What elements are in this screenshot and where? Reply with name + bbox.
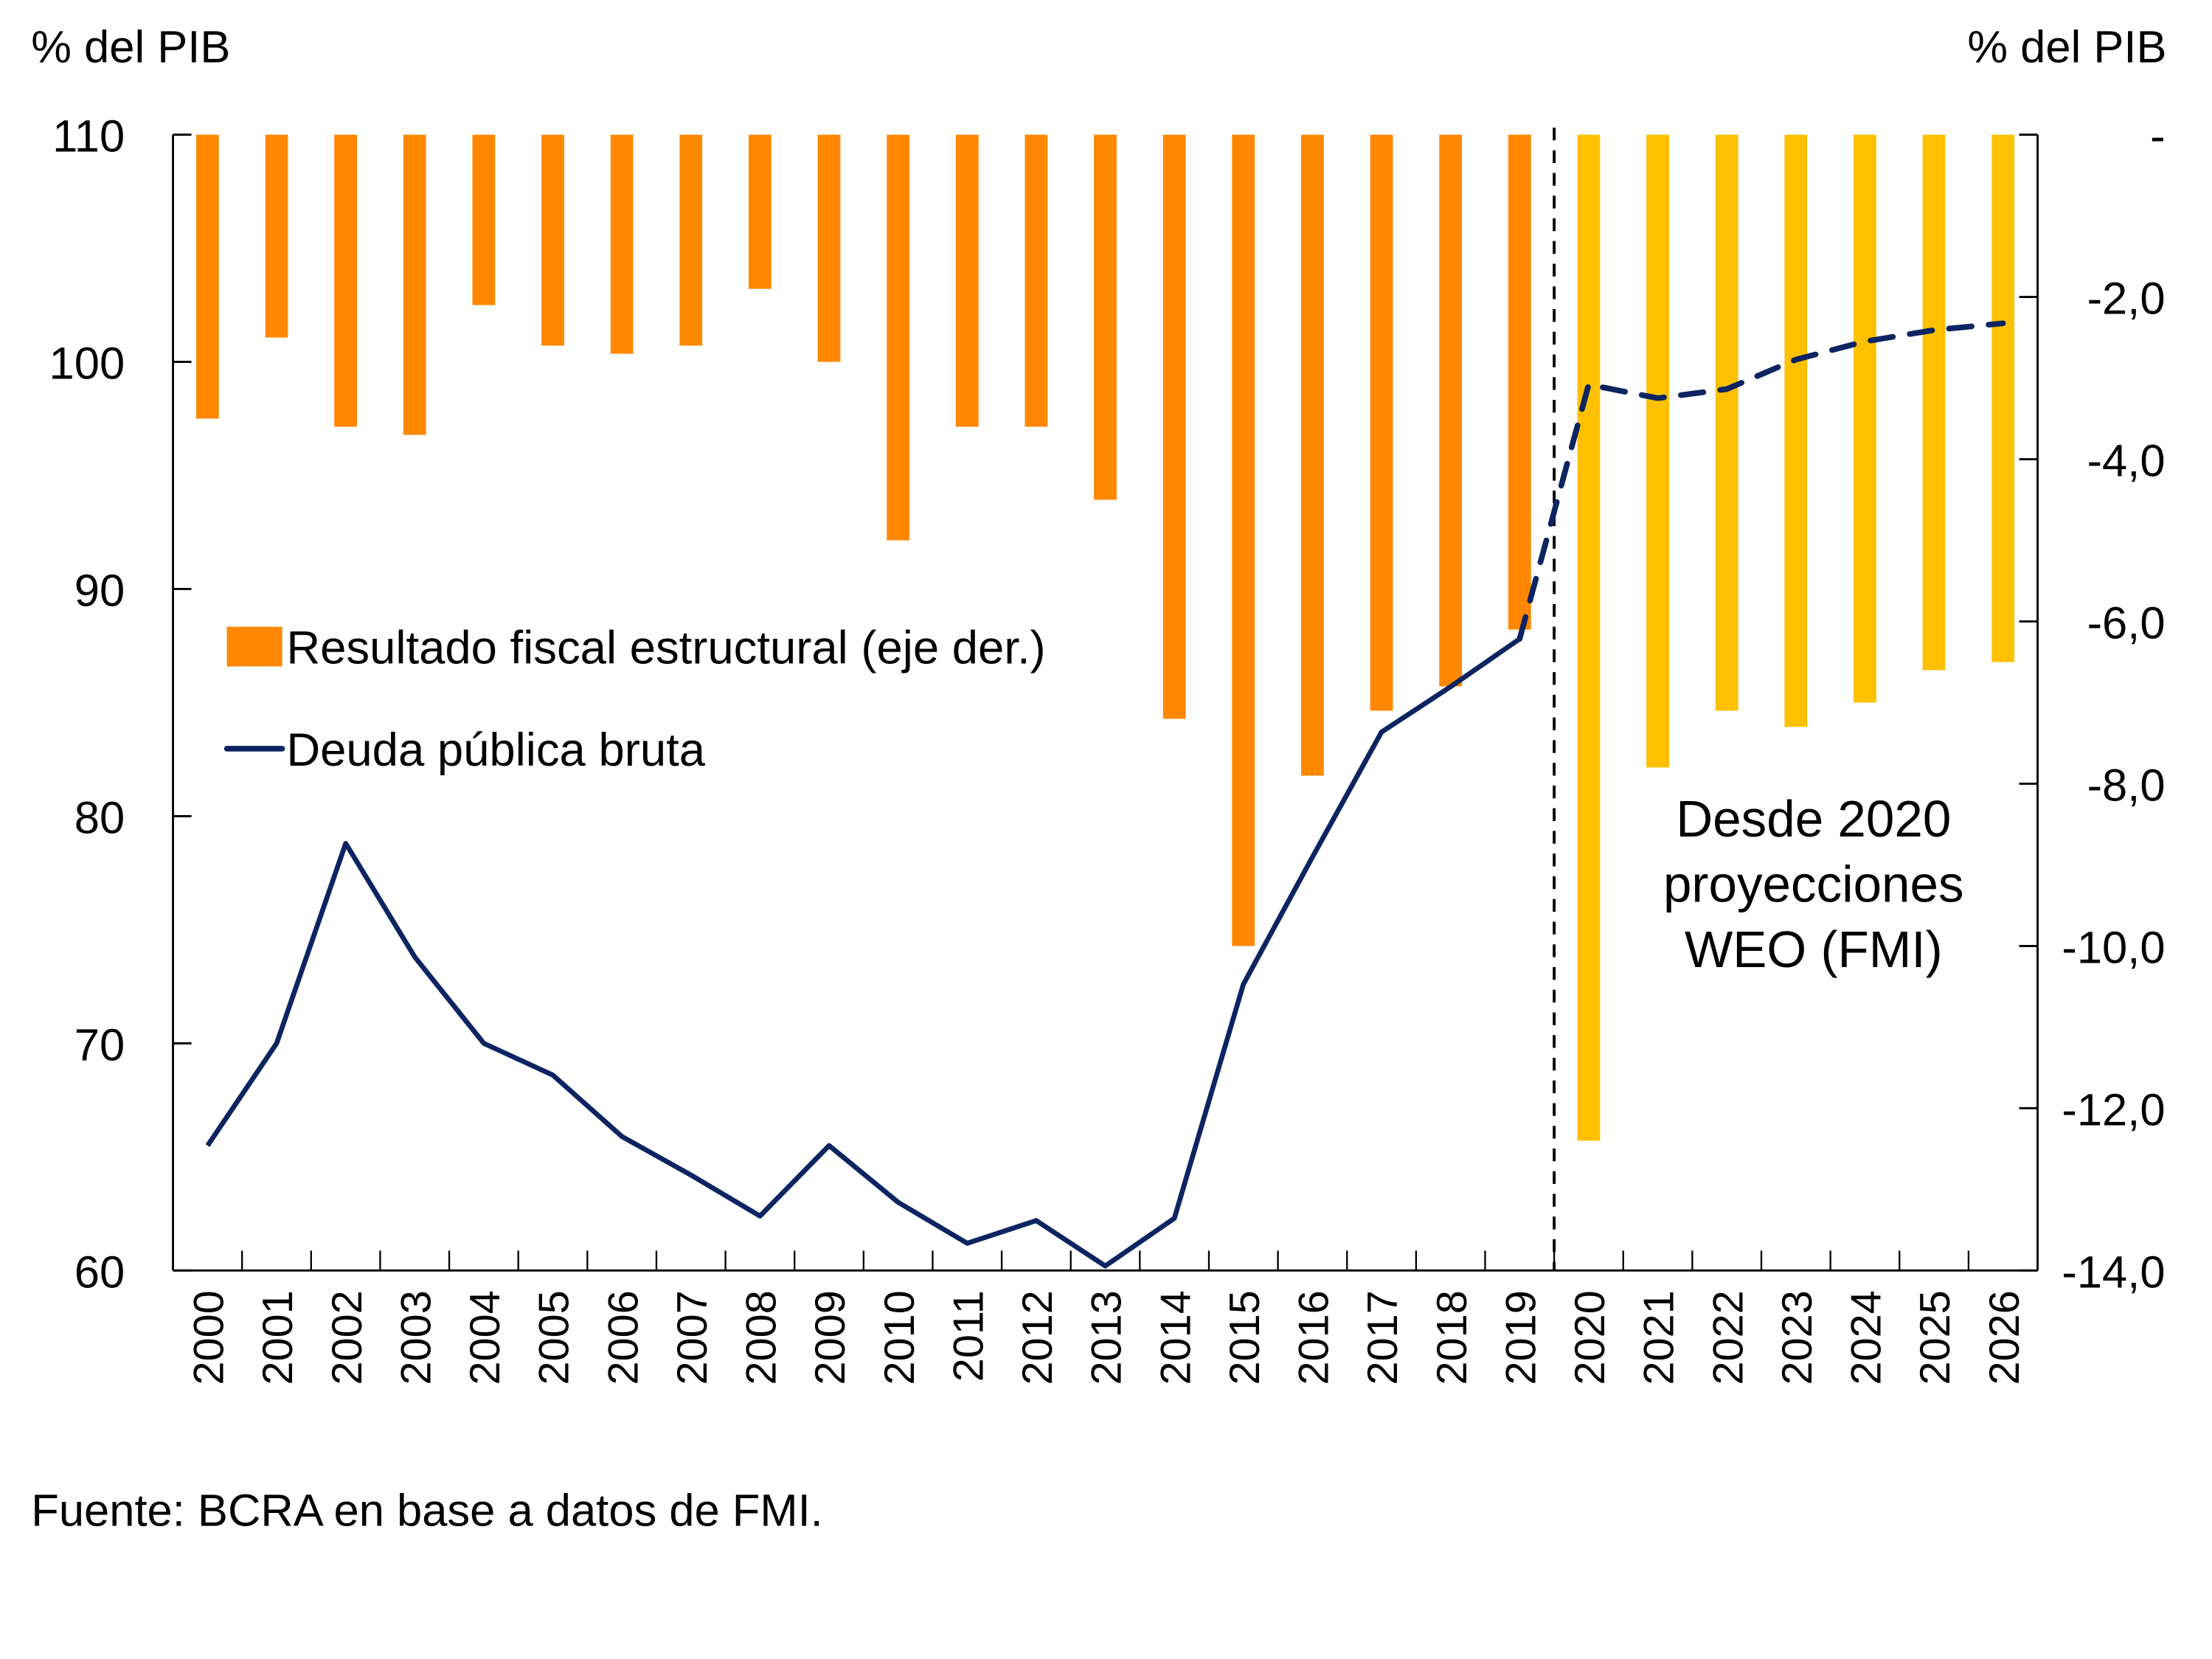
bar-2000 [195, 134, 219, 419]
left-tick-label: 90 [74, 566, 125, 617]
x-tick-label-2013: 2013 [1084, 1290, 1131, 1385]
bar-2015 [1232, 134, 1255, 946]
bar-2003 [403, 134, 426, 435]
bar-2011 [955, 134, 979, 427]
right-axis-unit: % del PIB [1967, 22, 2166, 73]
x-tick-label-2024: 2024 [1843, 1290, 1890, 1385]
x-tick-label-2014: 2014 [1152, 1290, 1199, 1385]
x-tick-label-2000: 2000 [185, 1290, 232, 1385]
right-tick-label: -4,0 [2087, 436, 2166, 487]
bar-2007 [679, 134, 703, 346]
right-tick-label: - [2150, 111, 2165, 162]
x-tick-label-2022: 2022 [1705, 1290, 1752, 1385]
x-tick-label-2021: 2021 [1636, 1290, 1683, 1385]
x-tick-label-2003: 2003 [392, 1290, 440, 1385]
right-tick-label: -10,0 [2062, 922, 2165, 973]
bar-2018 [1439, 134, 1463, 687]
x-tick-label-2018: 2018 [1429, 1290, 1476, 1385]
bar-2017 [1370, 134, 1393, 711]
bar-2001 [265, 134, 288, 338]
right-tick-label: -2,0 [2087, 274, 2166, 325]
bar-2016 [1301, 134, 1324, 776]
x-tick-label-2017: 2017 [1359, 1290, 1407, 1385]
x-tick-label-2012: 2012 [1014, 1290, 1061, 1385]
bar-series [195, 134, 2015, 1141]
bar-2009 [817, 134, 841, 362]
bar-2004 [472, 134, 496, 305]
bar-2021 [1646, 134, 1669, 768]
bar-2020 [1577, 134, 1601, 1141]
bar-2002 [334, 134, 357, 427]
x-tick-label-2025: 2025 [1912, 1290, 1959, 1385]
legend: Resultado fiscal estructural (eje der.) … [223, 623, 1046, 776]
bar-2005 [541, 134, 564, 346]
left-tick-label: 70 [74, 1019, 125, 1070]
left-tick-label: 110 [52, 111, 125, 162]
x-tick-label-2005: 2005 [531, 1290, 578, 1385]
legend-label-line: Deuda pública bruta [286, 724, 705, 776]
x-tick-label-2011: 2011 [945, 1290, 992, 1382]
left-tick-label: 80 [74, 793, 125, 844]
bar-2013 [1094, 134, 1117, 500]
source-note: Fuente: BCRA en base a datos de FMI. [31, 1485, 822, 1536]
bar-2008 [749, 134, 772, 289]
x-tick-label-2015: 2015 [1221, 1290, 1269, 1385]
left-tick-label: 60 [74, 1247, 125, 1298]
bar-2019 [1508, 134, 1531, 630]
bar-2022 [1715, 134, 1738, 711]
x-tick-label-2001: 2001 [254, 1290, 302, 1385]
x-tick-label-2019: 2019 [1497, 1290, 1544, 1385]
x-tick-label-2006: 2006 [600, 1290, 647, 1385]
bar-2024 [1854, 134, 1876, 703]
legend-label-bar: Resultado fiscal estructural (eje der.) [286, 623, 1045, 674]
bar-2025 [1922, 134, 1946, 671]
projection-annotation-line-2: proyecciones [1663, 856, 1964, 913]
right-tick-label: -12,0 [2062, 1084, 2165, 1135]
x-tick-label-2007: 2007 [669, 1290, 716, 1385]
right-tick-label: -14,0 [2062, 1247, 2165, 1298]
bar-2006 [610, 134, 634, 354]
x-tick-label-2016: 2016 [1291, 1290, 1338, 1385]
bar-2012 [1024, 134, 1048, 427]
bar-2023 [1784, 134, 1808, 727]
line-series [205, 320, 2006, 1269]
x-tick-label-2026: 2026 [1981, 1290, 2028, 1385]
projection-annotation-line-3: WEO (FMI) [1685, 921, 1943, 978]
x-tick-label-2002: 2002 [324, 1290, 371, 1385]
right-tick-label: -8,0 [2087, 761, 2166, 811]
x-tick-label-2020: 2020 [1567, 1290, 1614, 1385]
bar-2010 [887, 134, 910, 541]
bar-2026 [1991, 134, 2015, 662]
axes: 110 100 90 80 70 60 - -2,0 -4,0 -6,0 -8,0 -10,0 -12,… [49, 111, 2166, 1385]
x-tick-label-2023: 2023 [1774, 1290, 1821, 1385]
x-tick-label-2010: 2010 [876, 1290, 923, 1385]
bar-2014 [1162, 134, 1186, 719]
debt-line-historical [205, 637, 1522, 1269]
left-tick-label: 100 [49, 339, 125, 389]
right-tick-label: -6,0 [2087, 598, 2166, 649]
left-axis-unit: % del PIB [31, 22, 230, 73]
debt-line-projection [1516, 320, 2006, 642]
x-tick-label-2009: 2009 [807, 1290, 854, 1385]
x-tick-label-2004: 2004 [462, 1290, 509, 1385]
x-tick-label-2008: 2008 [738, 1290, 786, 1385]
projection-annotation-line-1: Desde 2020 [1676, 790, 1951, 848]
legend-swatch-bar [226, 626, 282, 667]
